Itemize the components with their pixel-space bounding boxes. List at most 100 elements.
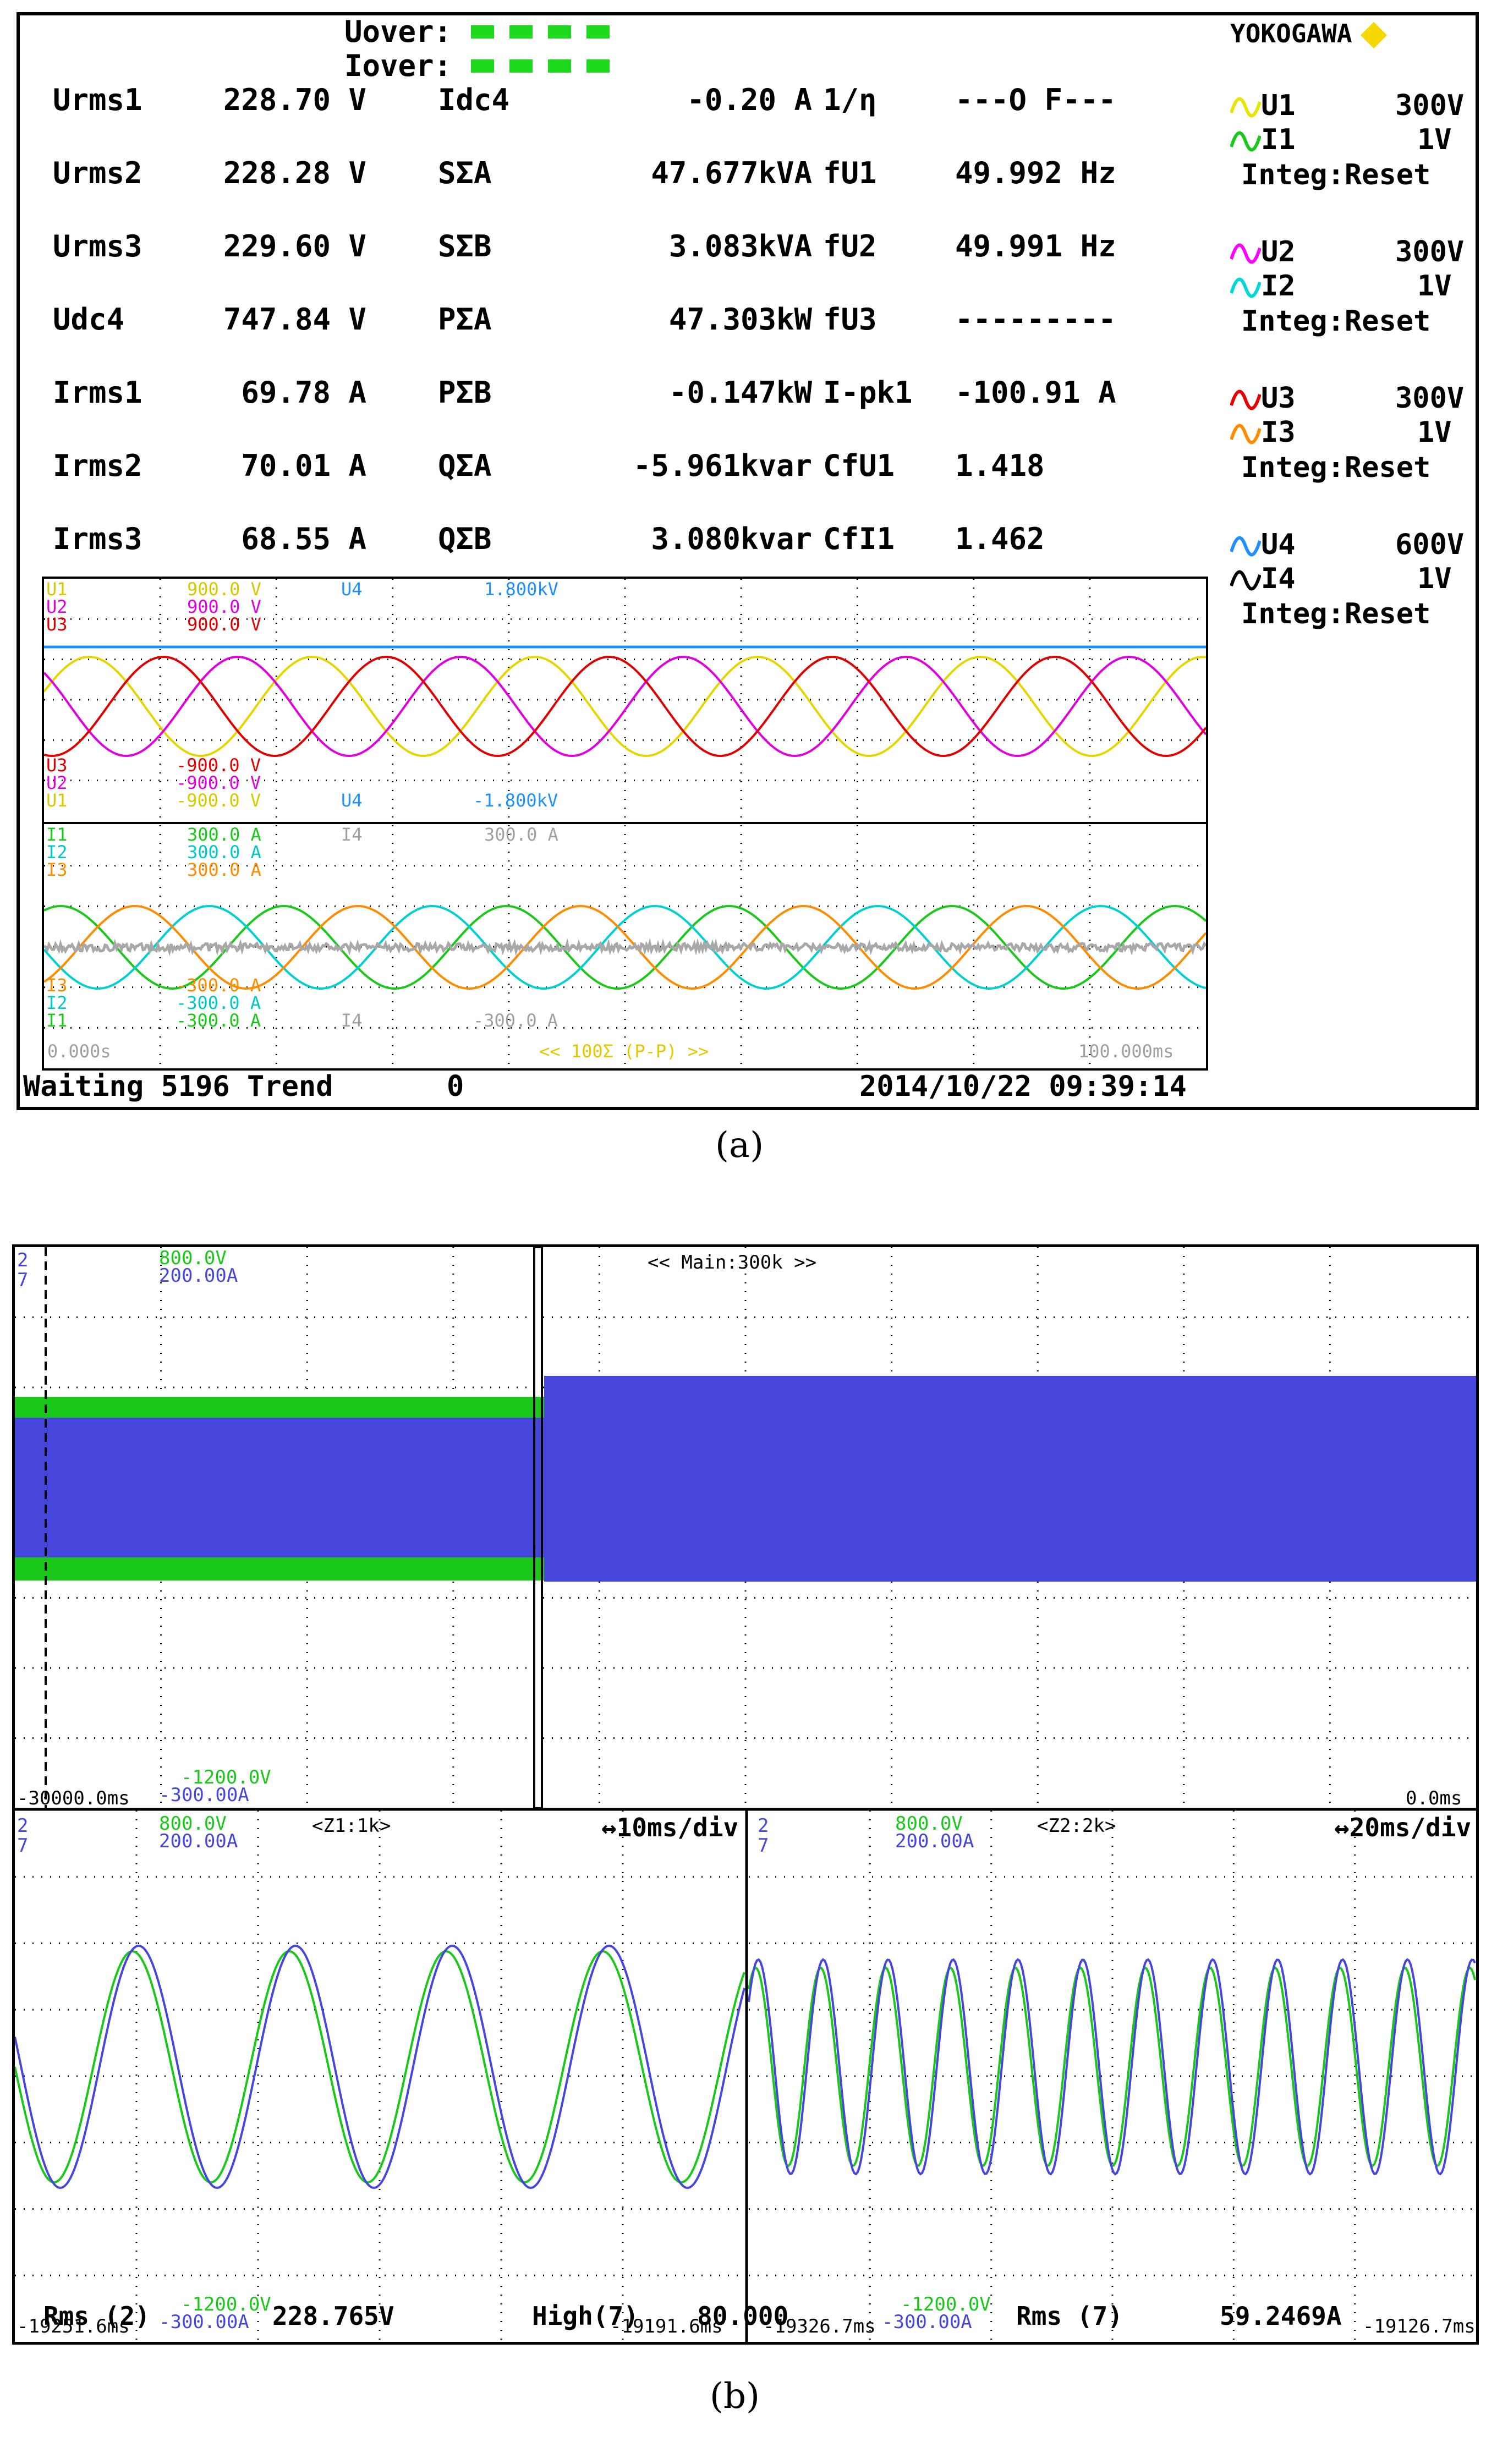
main-bottom-current: -300.00A <box>159 1785 249 1805</box>
trace-scale: -300.0 A <box>473 1011 558 1030</box>
measure-label: Urms3 <box>53 230 142 263</box>
time-start: 0.000s <box>47 1042 111 1061</box>
current-envelope-after <box>544 1376 1476 1582</box>
channel-current-range: 1V <box>1417 124 1452 155</box>
zoom2-channel-id: 2 7 <box>758 1816 769 1856</box>
integration-status: Integ:Reset <box>1241 452 1430 483</box>
zoom1-channel-id: 2 7 <box>17 1816 28 1856</box>
trace-label: I2 <box>46 843 68 861</box>
brand-name: YOKOGAWA <box>1230 19 1352 48</box>
measure-value: 1.462 <box>955 523 1197 556</box>
current-envelope-before <box>15 1418 544 1557</box>
trace-scale: -900.0 V <box>176 773 261 792</box>
channel-voltage-name: U2 <box>1261 235 1296 268</box>
zoom1-grid <box>15 1810 744 2342</box>
trace-label: U4 <box>341 580 363 599</box>
channel-voltage-name: U1 <box>1261 89 1296 122</box>
zoom1-measure-1: Rms (2) <box>43 2302 150 2330</box>
zoom2-grid <box>749 1810 1476 2342</box>
diamond-icon <box>1361 22 1387 48</box>
measure-value: 1.418 <box>955 449 1197 482</box>
measure-label: Udc4 <box>53 303 124 336</box>
measure-label: QΣA <box>438 449 492 482</box>
measure-value: 49.992 Hz <box>955 157 1197 190</box>
channel-current-name: I2 <box>1261 270 1296 303</box>
measure-value: -0.20 A <box>570 84 812 117</box>
measure-label: Irms1 <box>53 376 142 409</box>
measure-value: -0.147kW <box>570 376 812 409</box>
uover-indicator <box>471 25 610 39</box>
zoom1-measure-2: High(7) <box>532 2302 639 2330</box>
main-channel-id: 2 7 <box>17 1250 28 1290</box>
trace-label: U3 <box>46 615 68 634</box>
zoom2-title: <Z2:2k> <box>1037 1816 1116 1836</box>
sine-wave-icon <box>1230 243 1261 265</box>
measure-label: 1/η <box>823 84 877 117</box>
zoom1-measure-1-value: 228.765V <box>272 2302 394 2330</box>
uover-label: Uover: <box>344 15 452 48</box>
brand-logo: YOKOGAWA <box>1230 19 1383 48</box>
trace-scale: 300.0 A <box>187 843 261 861</box>
measure-label: Urms1 <box>53 84 142 117</box>
trace-scale: -300.0 A <box>176 1011 261 1030</box>
channel-current-row: I4 1V <box>1230 563 1296 594</box>
measure-label: Idc4 <box>438 84 509 117</box>
channel-voltage-range: 300V <box>1395 383 1464 414</box>
trace-label: U2 <box>46 597 68 616</box>
measure-label: Irms2 <box>53 449 142 482</box>
channel-current-name: I4 <box>1261 562 1296 595</box>
trace-scale: 300.0 A <box>484 825 558 844</box>
trace-scale: -900.0 V <box>176 791 261 810</box>
zoom1-title: <Z1:1k> <box>312 1816 391 1836</box>
trace-scale: 900.0 V <box>187 580 261 599</box>
trace-label: I1 <box>46 1011 68 1030</box>
zoom2-time-end: -19126.7ms <box>1363 2317 1476 2336</box>
main-title: << Main:300k >> <box>648 1253 816 1272</box>
measure-label: Urms2 <box>53 157 142 190</box>
channel-current-row: I1 1V <box>1230 124 1296 155</box>
trace-scale: -300.0 A <box>176 976 261 995</box>
measure-value: 69.78 A <box>146 376 366 409</box>
caption-a: (a) <box>715 1126 764 1165</box>
trace-label: I1 <box>46 825 68 844</box>
zoom2-time-div: ↔20ms/div <box>1334 1814 1471 1841</box>
channel-current-name: I3 <box>1261 416 1296 449</box>
measure-label: fU2 <box>823 230 877 263</box>
time-mode: << 100Σ (P-P) >> <box>539 1042 709 1061</box>
measure-value: 228.28 V <box>146 157 366 190</box>
trace-label: U3 <box>46 756 68 775</box>
channel-voltage-range: 300V <box>1395 90 1464 121</box>
zoom2-top-current: 200.00A <box>895 1831 974 1851</box>
status-state: Waiting 5196 Trend <box>23 1070 333 1103</box>
channel-voltage-name: U3 <box>1261 382 1296 415</box>
measure-value: 747.84 V <box>146 303 366 336</box>
trace-label: I3 <box>46 860 68 879</box>
integration-status: Integ:Reset <box>1241 160 1430 190</box>
zoom2-time-start: -19326.7ms <box>763 2317 876 2336</box>
integration-status: Integ:Reset <box>1241 306 1430 337</box>
channel-voltage-range: 300V <box>1395 237 1464 267</box>
sine-wave-icon <box>1230 423 1261 445</box>
trace-label: I4 <box>341 1011 363 1030</box>
zoom1-time-div: ↔10ms/div <box>601 1814 738 1841</box>
measure-label: PΣB <box>438 376 492 409</box>
measure-value: 3.083kVA <box>570 230 812 263</box>
iover-label: Iover: <box>344 50 452 83</box>
trace-scale: -300.0 A <box>176 994 261 1012</box>
iover-indicator <box>471 59 610 73</box>
trace-label: I4 <box>341 825 363 844</box>
measure-value: 68.55 A <box>146 523 366 556</box>
sine-wave-icon <box>1230 535 1261 557</box>
measure-label: fU1 <box>823 157 877 190</box>
zoom1-top-current: 200.00A <box>159 1831 238 1851</box>
channel-current-row: I3 1V <box>1230 417 1296 448</box>
trace-label: U1 <box>46 580 68 599</box>
waveform-display: U1 900.0 V U2 900.0 V U3 900.0 V U4 1.800kV U3 -9… <box>42 577 1208 1071</box>
measure-value: --------- <box>955 303 1197 336</box>
zoom2-measure: Rms (7) <box>1016 2302 1123 2330</box>
measure-label: CfI1 <box>823 523 895 556</box>
measure-value: -5.961kvar <box>570 449 812 482</box>
status-count: 0 <box>447 1071 464 1102</box>
main-top-current: 200.00A <box>159 1266 238 1286</box>
measure-label: QΣB <box>438 523 492 556</box>
